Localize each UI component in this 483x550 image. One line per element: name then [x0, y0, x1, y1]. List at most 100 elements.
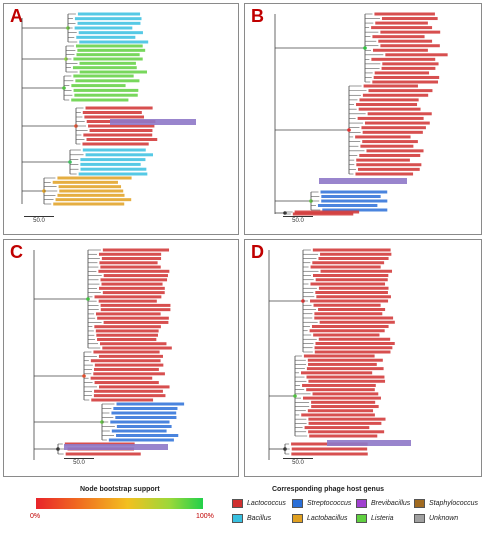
leaf-label-mark [84, 115, 145, 119]
leaf-label-mark [94, 363, 164, 367]
leaf-label-mark [310, 282, 386, 286]
leaf-label-mark [363, 84, 418, 88]
leaf-label-mark [361, 126, 426, 130]
leaf-label-mark [80, 162, 141, 166]
phylogenetic-tree-a [21, 12, 196, 206]
leaf-label-mark [381, 66, 436, 70]
scale-label: 50.0 [292, 460, 304, 466]
leaf-label-mark [103, 320, 169, 324]
scale-bar: 50.0 [22, 216, 56, 224]
swatch-icon [414, 514, 425, 523]
leaf-label-mark [82, 142, 149, 146]
leaf-label-mark [85, 153, 154, 157]
panel-letter: B [251, 6, 264, 26]
leaf-label-mark [90, 376, 153, 380]
leaf-label-mark [99, 342, 167, 346]
leaf-label-mark [367, 112, 432, 116]
leaf-label-mark [71, 84, 126, 88]
leaf-label-mark [78, 172, 148, 176]
leaf-label-mark [73, 57, 143, 61]
leaf-label-mark [99, 286, 165, 290]
leaf-label-mark [314, 312, 383, 316]
leaf-label-mark [308, 421, 382, 425]
leaf-label-mark [372, 35, 425, 39]
leaf-label-mark [72, 66, 137, 70]
leaf-label-mark [57, 176, 132, 180]
leaf-label-mark [108, 438, 174, 442]
leaf-label-mark [375, 21, 428, 25]
leaf-label-mark [306, 367, 384, 371]
leaf-label-mark [306, 375, 385, 379]
leaf-label-mark [312, 392, 379, 396]
leaf-label-mark [315, 342, 395, 345]
leaf-label-mark [380, 44, 440, 48]
leaf-label-mark [94, 389, 163, 393]
leaf-label-mark [59, 189, 124, 193]
legend-item-lactobacillus: Lactobacillus [292, 514, 347, 523]
leaf-label-mark [89, 129, 153, 132]
leaf-label-mark [80, 158, 146, 162]
leaf-label-mark [77, 21, 141, 25]
support-min-label: 0% [30, 513, 41, 520]
panel-b: B 50.0 [244, 3, 482, 235]
legend-item-listeria: Listeria [356, 514, 394, 523]
legend-label: Lactococcus [247, 500, 286, 507]
swatch-icon [292, 499, 303, 508]
leaf-label-mark [356, 163, 422, 167]
leaf-label-mark [113, 407, 178, 410]
leaf-label-mark [374, 71, 430, 75]
leaf-label-mark [100, 303, 171, 307]
leaf-label-mark [355, 135, 411, 139]
tree-node [293, 394, 297, 398]
legend-item-bacillus: Bacillus [232, 514, 271, 523]
leaf-label-mark [291, 447, 368, 451]
leaf-label-mark [311, 325, 389, 328]
leaf-label-mark [373, 75, 440, 79]
leaf-label-mark [98, 299, 157, 303]
leaf-label-mark [100, 265, 161, 269]
leaf-label-mark [85, 106, 153, 110]
leaf-label-mark [308, 417, 386, 421]
leaf-label-mark [318, 308, 386, 311]
leaf-label-mark [313, 333, 380, 337]
legend-label: Lactobacillus [307, 515, 348, 522]
leaf-label-mark [98, 269, 170, 273]
panel-letter: D [251, 242, 264, 262]
leaf-label-mark [309, 434, 378, 438]
leaf-label-mark [74, 93, 138, 97]
leaf-label-mark [94, 367, 159, 371]
leaf-label-mark [75, 44, 143, 48]
swatch-icon [414, 499, 425, 508]
panel-c: C 50.0 [3, 239, 239, 477]
scale-label: 50.0 [292, 218, 304, 224]
leaf-label-mark [76, 53, 140, 57]
legend-item-unknown: Unknown [414, 514, 458, 523]
leaf-label-mark [321, 199, 388, 203]
panel-d: D 50.0 [244, 239, 482, 477]
leaf-label-mark [103, 274, 168, 278]
leaf-label-mark [301, 371, 373, 375]
leaf-label-mark [359, 98, 419, 102]
tree-node [347, 128, 351, 132]
leaf-label-mark [96, 312, 161, 316]
legend-label: Unknown [429, 515, 459, 522]
leaf-label-mark [116, 402, 185, 406]
leaf-label-mark [111, 429, 167, 433]
leaf-label-mark [317, 204, 378, 207]
leaf-label-mark [98, 354, 163, 358]
leaf-label-mark [308, 379, 386, 383]
leaf-label-mark [93, 372, 165, 376]
leaf-label-mark [291, 452, 368, 456]
leaf-label-mark [79, 70, 147, 74]
leaf-label-mark [303, 396, 381, 400]
legend-item-staphylococcus: Staphylococcus [414, 499, 478, 508]
leaf-label-mark [116, 434, 179, 437]
leaf-label-mark [362, 93, 429, 97]
support-legend-title: Node bootstrap support [80, 486, 160, 493]
leaf-label-mark [102, 291, 165, 295]
leaf-label-mark [307, 409, 374, 413]
leaf-label-mark [77, 48, 146, 52]
leaf-label-mark [368, 89, 433, 93]
leaf-label-mark [385, 53, 448, 57]
leaf-label-mark [78, 31, 143, 35]
